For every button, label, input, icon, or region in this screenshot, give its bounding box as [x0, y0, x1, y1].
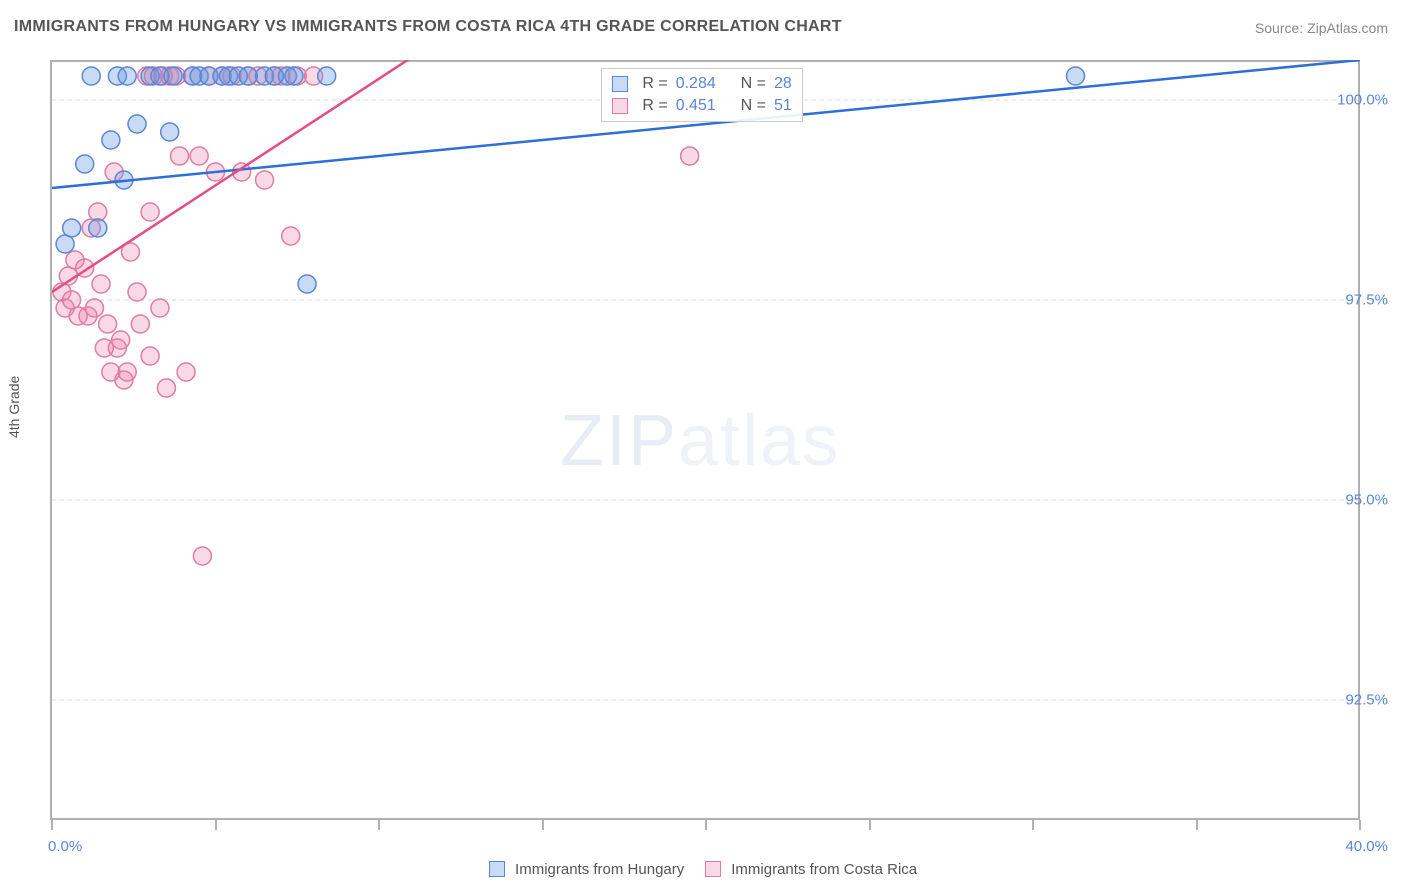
- x-tick: [705, 820, 707, 830]
- x-tick: [869, 820, 871, 830]
- stat-row: R = 0.451 N = 51: [602, 95, 801, 117]
- x-tick: [215, 820, 217, 830]
- scatter-plot: [52, 60, 1360, 820]
- x-tick: [1196, 820, 1198, 830]
- x-tick: [542, 820, 544, 830]
- y-tick-label: 97.5%: [1345, 292, 1388, 309]
- x-tick: [1359, 820, 1361, 830]
- x-tick: [378, 820, 380, 830]
- legend-label-hungary: Immigrants from Hungary: [515, 861, 684, 878]
- x-tick: [1032, 820, 1034, 830]
- y-tick-label: 100.0%: [1337, 92, 1388, 109]
- source-attribution: Source: ZipAtlas.com: [1255, 20, 1388, 36]
- legend-label-costarica: Immigrants from Costa Rica: [731, 861, 917, 878]
- legend-swatch-costarica: [705, 861, 721, 877]
- y-tick-label: 95.0%: [1345, 492, 1388, 509]
- x-tick-label: 40.0%: [1345, 838, 1388, 855]
- correlation-stats-box: R = 0.284 N = 28R = 0.451 N = 51: [601, 68, 802, 122]
- x-tick: [51, 820, 53, 830]
- chart-title: IMMIGRANTS FROM HUNGARY VS IMMIGRANTS FR…: [14, 18, 842, 36]
- bottom-legend: Immigrants from Hungary Immigrants from …: [0, 861, 1406, 878]
- y-axis-label: 4th Grade: [6, 376, 22, 438]
- x-tick-label: 0.0%: [48, 838, 82, 855]
- y-tick-label: 92.5%: [1345, 692, 1388, 709]
- legend-swatch-hungary: [489, 861, 505, 877]
- stat-row: R = 0.284 N = 28: [602, 73, 801, 95]
